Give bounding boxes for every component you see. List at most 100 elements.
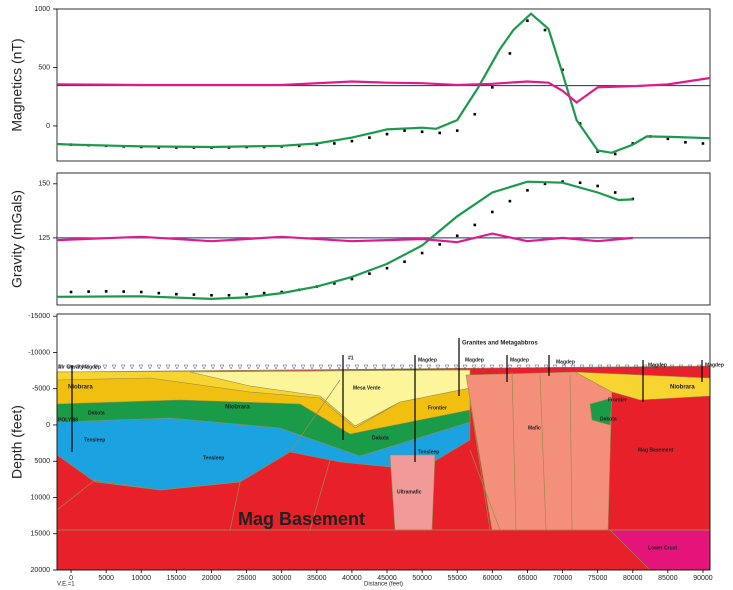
y-tick-label: 0 xyxy=(46,422,50,429)
x-tick-label: 65000 xyxy=(518,575,538,582)
observed-point xyxy=(438,132,441,135)
observed-point xyxy=(351,140,354,143)
unit-label: Niobrara xyxy=(68,385,93,391)
unit-label: Air Gravity xyxy=(58,364,84,370)
x-tick-label: 25000 xyxy=(237,575,257,582)
x-tick-label: 15000 xyxy=(167,575,187,582)
station-marker xyxy=(391,365,395,369)
y-tick-label: 125 xyxy=(38,235,50,242)
x-tick-label: 85000 xyxy=(658,575,678,582)
unit-label: Niobrara xyxy=(670,385,695,391)
y-tick-label: -15000 xyxy=(28,313,50,320)
x-tick-label: 70000 xyxy=(553,575,573,582)
unit-label: Tensleep xyxy=(203,455,224,461)
y-axis-title: Gravity (mGals) xyxy=(9,190,25,288)
observed-point xyxy=(368,136,371,139)
observed-point xyxy=(526,189,529,192)
observed-point xyxy=(491,86,494,89)
unit-label: Dakota xyxy=(88,410,105,416)
station-marker xyxy=(103,365,107,369)
observed-point xyxy=(228,294,231,297)
x-tick-label: 5000 xyxy=(98,575,114,582)
y-tick-label: -5000 xyxy=(32,386,50,393)
observed-point xyxy=(702,142,705,145)
station-marker xyxy=(292,365,296,369)
observed-point xyxy=(421,130,424,133)
y-tick-label: 20000 xyxy=(31,567,51,574)
station-marker xyxy=(409,365,413,369)
scale-note: V.E.=1 xyxy=(57,582,75,588)
observed-point xyxy=(368,272,371,275)
observed-point xyxy=(175,293,178,296)
station-marker xyxy=(328,365,332,369)
station-marker xyxy=(301,365,305,369)
y-tick-label: -10000 xyxy=(28,349,50,356)
unit-label: Lower Crust xyxy=(648,545,678,551)
observed-point xyxy=(684,141,687,144)
y-tick-label: 10000 xyxy=(31,494,51,501)
unit-label: Dakota xyxy=(372,435,389,441)
station-marker xyxy=(202,365,206,369)
observed-point xyxy=(263,292,266,295)
unit-label: Magdep xyxy=(556,359,575,365)
station-marker xyxy=(400,365,404,369)
unit-label: Granites and Metagabbros xyxy=(462,341,538,347)
y-tick-label: 15000 xyxy=(31,531,51,538)
observed-point xyxy=(456,129,459,132)
observed-point xyxy=(87,290,90,293)
station-marker xyxy=(364,365,368,369)
station-marker xyxy=(166,365,170,369)
observed-point xyxy=(579,181,582,184)
y-axis-title: Magnetics (nT) xyxy=(9,38,25,131)
unit-label: Magdep xyxy=(510,357,529,363)
station-marker xyxy=(148,365,152,369)
observed-point xyxy=(438,243,441,246)
unit-label: POLY 88 xyxy=(58,417,78,423)
observed-point xyxy=(193,293,196,296)
observed-point xyxy=(386,267,389,270)
unit-label: Mag Basement xyxy=(238,509,365,529)
station-marker xyxy=(373,365,377,369)
observed-point xyxy=(140,291,143,294)
unit-label: Magdep xyxy=(82,364,101,370)
y-tick-label: 500 xyxy=(38,64,50,71)
station-marker xyxy=(130,365,134,369)
observed-point xyxy=(596,185,599,188)
station-marker xyxy=(121,365,125,369)
station-marker xyxy=(247,365,251,369)
x-tick-label: 20000 xyxy=(202,575,222,582)
observed-point xyxy=(456,234,459,237)
station-marker xyxy=(238,365,242,369)
x-tick-label: 30000 xyxy=(272,575,292,582)
observed-point xyxy=(526,19,529,22)
y-tick-label: 5000 xyxy=(34,458,50,465)
observed-point xyxy=(614,153,617,156)
x-tick-label: 80000 xyxy=(623,575,643,582)
station-marker xyxy=(175,365,179,369)
geology xyxy=(57,338,710,570)
rock-unit xyxy=(466,372,612,530)
observed-point xyxy=(158,292,161,295)
station-marker xyxy=(283,365,287,369)
observed-point xyxy=(245,293,248,296)
unit-label: Tensleep xyxy=(84,437,105,443)
station-marker xyxy=(310,365,314,369)
station-marker xyxy=(211,365,215,369)
observed-point xyxy=(105,290,108,293)
unit-label: Magdep xyxy=(705,362,724,368)
unit-label: #1 xyxy=(348,355,354,361)
station-marker xyxy=(139,365,143,369)
observed-point xyxy=(421,252,424,255)
x-tick-label: 60000 xyxy=(483,575,503,582)
station-marker xyxy=(319,365,323,369)
x-tick-label: 55000 xyxy=(447,575,467,582)
figure: Magnetics (nT)05001000Gravity (mGals)125… xyxy=(0,0,733,590)
observed-point xyxy=(614,191,617,194)
observed-point xyxy=(473,224,476,227)
station-marker xyxy=(193,365,197,369)
x-tick-label: 40000 xyxy=(342,575,362,582)
rock-unit xyxy=(57,530,710,570)
x-tick-label: 75000 xyxy=(588,575,608,582)
station-marker xyxy=(382,365,386,369)
observed-point xyxy=(491,211,494,214)
